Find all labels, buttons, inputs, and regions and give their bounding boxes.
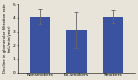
Bar xyxy=(103,17,123,73)
Bar xyxy=(66,30,87,73)
Bar xyxy=(30,17,50,73)
Y-axis label: Decline in glomerular filtration rate
(mL/min/year): Decline in glomerular filtration rate (m… xyxy=(3,4,11,73)
